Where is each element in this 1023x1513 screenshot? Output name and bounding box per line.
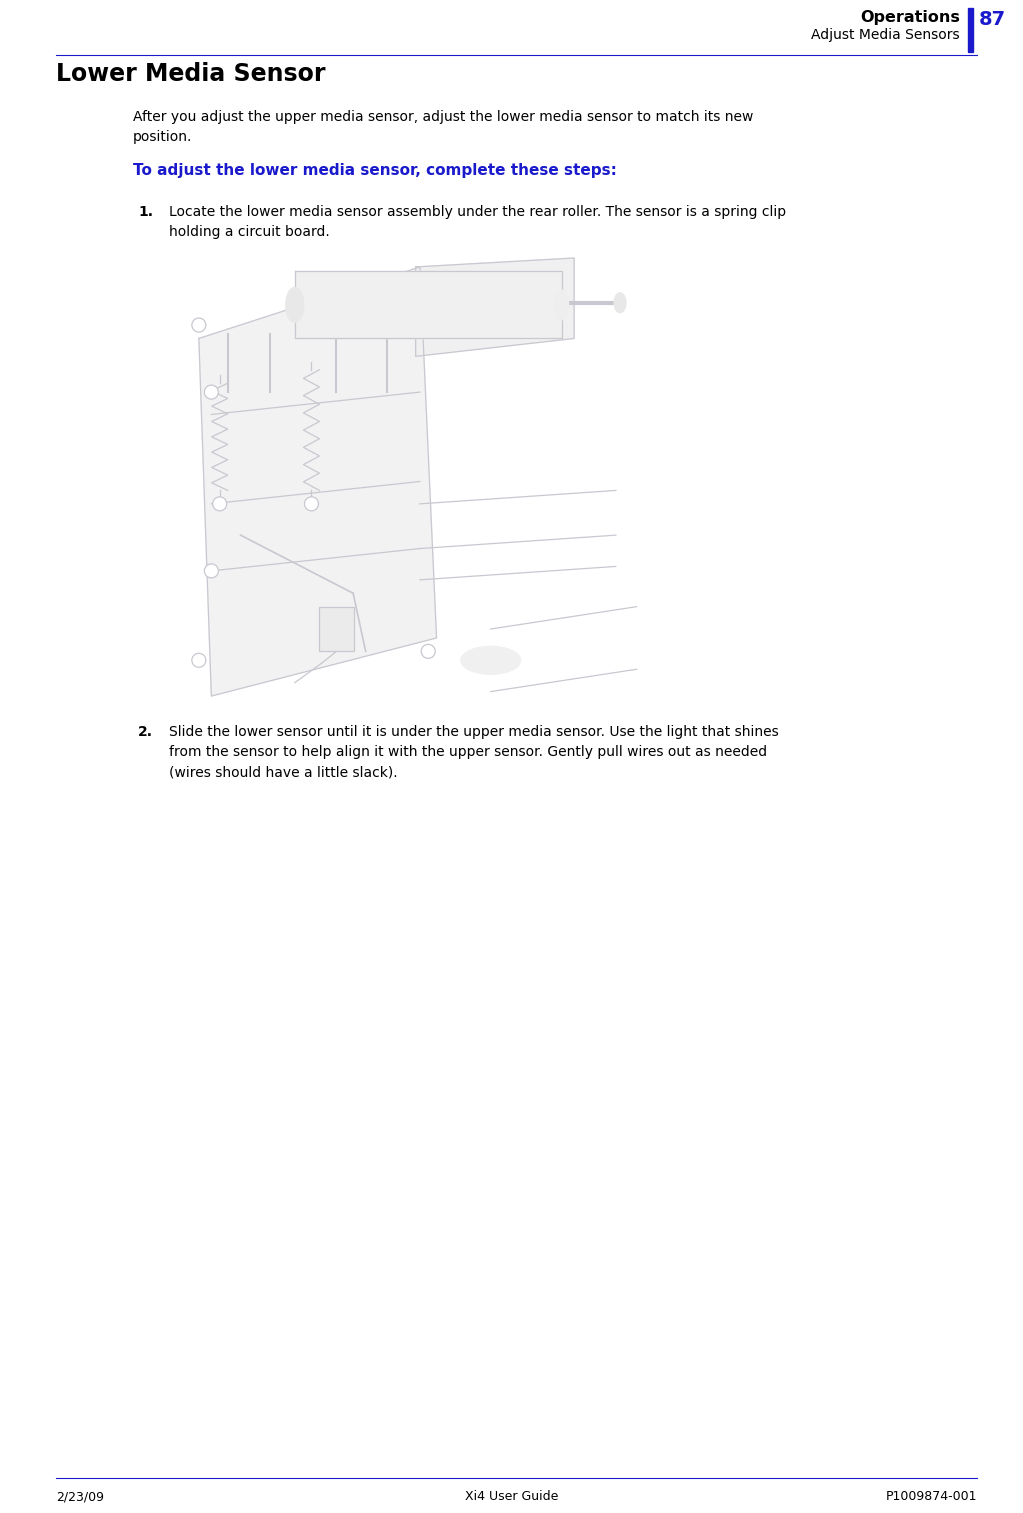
Bar	[968, 8, 973, 51]
Ellipse shape	[554, 290, 569, 319]
Text: 87: 87	[979, 11, 1007, 29]
Bar	[319, 607, 354, 652]
Ellipse shape	[460, 646, 521, 675]
Circle shape	[213, 496, 227, 511]
Text: P1009874-001: P1009874-001	[886, 1490, 977, 1502]
Circle shape	[192, 654, 206, 667]
Circle shape	[421, 645, 435, 658]
Text: Locate the lower media sensor assembly under the rear roller. The sensor is a sp: Locate the lower media sensor assembly u…	[169, 204, 786, 219]
Text: Lower Media Sensor: Lower Media Sensor	[56, 62, 325, 86]
Circle shape	[192, 318, 206, 331]
Text: Adjust Media Sensors: Adjust Media Sensors	[811, 29, 960, 42]
Text: Slide the lower sensor until it is under the upper media sensor. Use the light t: Slide the lower sensor until it is under…	[169, 725, 779, 738]
Text: position.: position.	[133, 130, 192, 144]
Circle shape	[305, 496, 318, 511]
Circle shape	[205, 386, 218, 399]
Ellipse shape	[614, 292, 626, 313]
Circle shape	[205, 564, 218, 578]
Text: Xi4 User Guide: Xi4 User Guide	[464, 1490, 559, 1502]
Text: 1.: 1.	[138, 204, 153, 219]
Text: Operations: Operations	[860, 11, 960, 26]
Text: 2.: 2.	[138, 725, 153, 738]
Ellipse shape	[285, 287, 304, 322]
Polygon shape	[198, 266, 437, 696]
Polygon shape	[415, 259, 574, 357]
Text: holding a circuit board.: holding a circuit board.	[169, 225, 329, 239]
Text: After you adjust the upper media sensor, adjust the lower media sensor to match : After you adjust the upper media sensor,…	[133, 110, 753, 124]
Text: (wires should have a little slack).: (wires should have a little slack).	[169, 766, 397, 779]
Text: 2/23/09: 2/23/09	[56, 1490, 104, 1502]
Polygon shape	[295, 271, 562, 339]
Text: To adjust the lower media sensor, complete these steps:: To adjust the lower media sensor, comple…	[133, 163, 617, 179]
Text: from the sensor to help align it with the upper sensor. Gently pull wires out as: from the sensor to help align it with th…	[169, 744, 767, 760]
